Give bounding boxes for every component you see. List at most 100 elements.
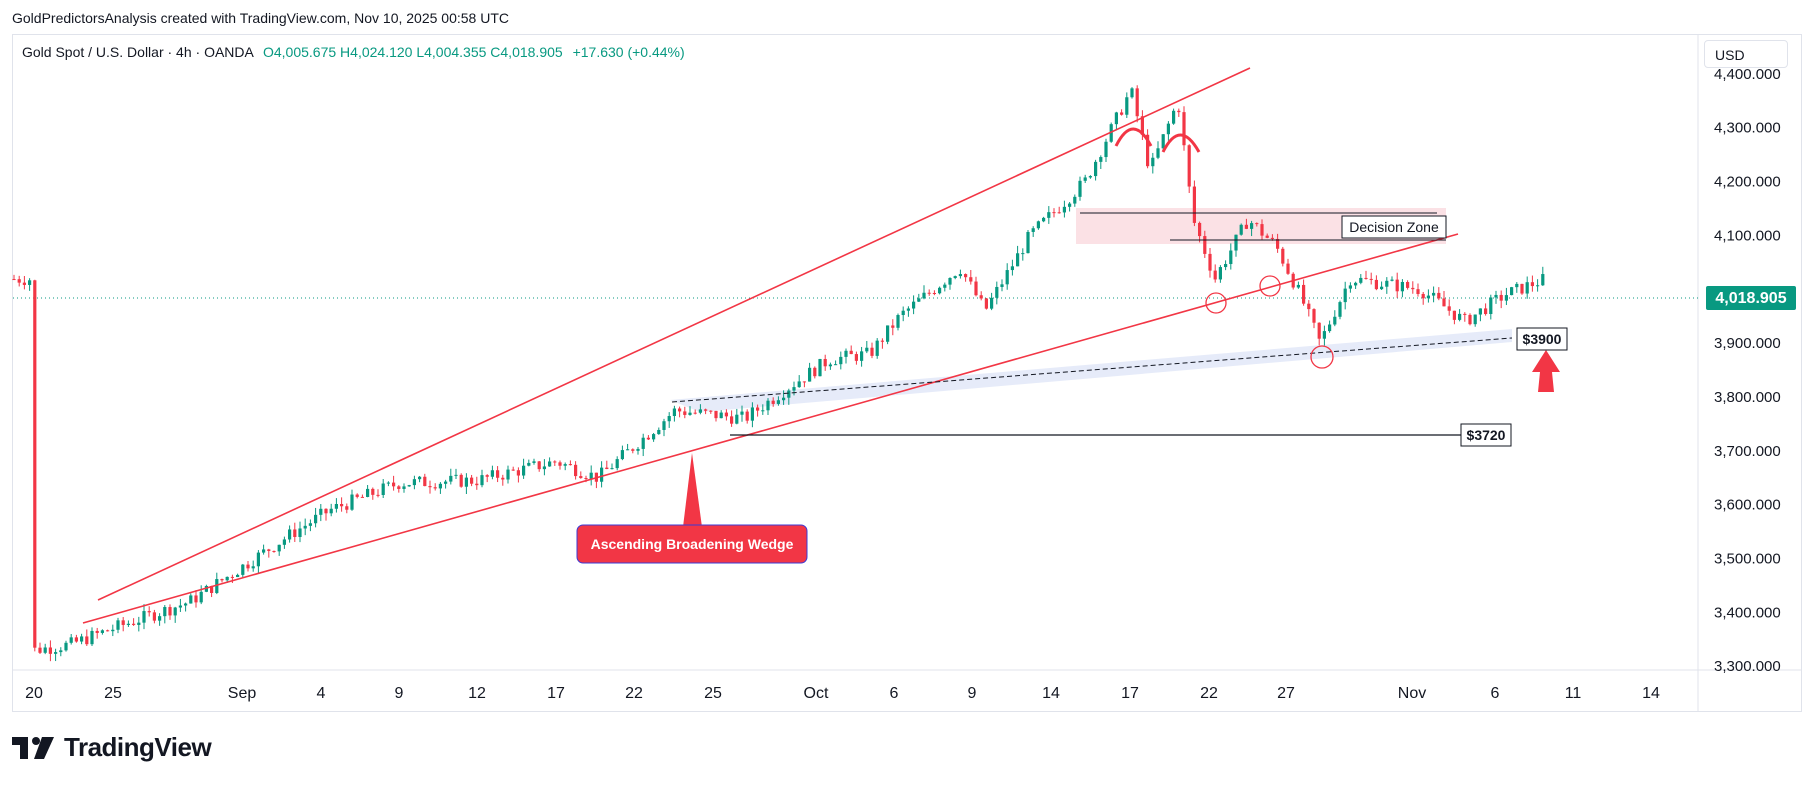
tradingview-logo[interactable]: TradingView xyxy=(12,732,212,763)
candle-down xyxy=(974,281,978,296)
candle-up xyxy=(256,552,260,567)
decision-zone-label: Decision Zone xyxy=(1349,219,1439,235)
candle-up xyxy=(1385,280,1389,287)
candle-down xyxy=(984,298,988,309)
candle-down xyxy=(1406,281,1410,288)
decision-zone-label-box[interactable] xyxy=(1341,215,1447,239)
candle-down xyxy=(1260,224,1264,236)
candle-up xyxy=(454,474,458,476)
symbol-name[interactable]: Gold Spot / U.S. Dollar · 4h · OANDA xyxy=(22,44,254,60)
candle-up xyxy=(236,574,240,578)
candle-up xyxy=(1224,264,1228,268)
candle-down xyxy=(459,474,463,487)
candle-up xyxy=(906,308,910,311)
candle-up xyxy=(1156,148,1160,158)
candle-up xyxy=(672,408,676,417)
candle-up xyxy=(1031,228,1035,232)
candle-up xyxy=(464,477,468,487)
candle-up xyxy=(875,340,879,356)
candle-down xyxy=(397,486,401,489)
candle-up xyxy=(402,486,406,489)
pattern-label-box[interactable] xyxy=(576,524,808,564)
price-axis[interactable]: 4,400.000 4,300.000 4,200.000 4,100.000 3,90… xyxy=(1714,66,1781,675)
candle-down xyxy=(501,477,505,480)
candle-down xyxy=(854,354,858,361)
candle-down xyxy=(1187,145,1191,187)
candle-down xyxy=(376,494,380,496)
candle-up xyxy=(662,421,666,430)
candle-down xyxy=(1146,134,1150,167)
retest-circle-1 xyxy=(1205,292,1227,314)
candle-up xyxy=(1125,97,1129,115)
time-tick-label: Nov xyxy=(1398,685,1426,702)
candle-up xyxy=(527,462,531,466)
candle-down xyxy=(516,470,520,476)
candle-down xyxy=(964,274,968,278)
last-price-badge[interactable] xyxy=(1706,286,1796,310)
candle-up xyxy=(735,414,739,424)
currency-button[interactable]: USD xyxy=(1704,40,1788,68)
candle-up xyxy=(90,630,94,645)
candle-down xyxy=(584,478,588,480)
candle-up xyxy=(142,611,146,623)
candle-up xyxy=(126,623,130,625)
candle-up xyxy=(69,637,73,643)
candle-down xyxy=(511,469,515,471)
candle-up xyxy=(943,284,947,288)
candle-down xyxy=(293,529,297,537)
time-tick-label: 14 xyxy=(1042,685,1060,702)
symbol-legend: Gold Spot / U.S. Dollar · 4h · OANDA O4,… xyxy=(22,44,685,60)
candle-up xyxy=(262,549,266,553)
double-top-arc-right xyxy=(1161,133,1201,153)
candle-down xyxy=(1302,284,1306,304)
candle-up xyxy=(506,469,510,480)
candle-up xyxy=(1494,294,1498,298)
candlesticks xyxy=(12,85,1545,662)
candle-up xyxy=(1161,134,1165,149)
price-tick-label: 3,600.000 xyxy=(1714,497,1781,514)
support-3900-dashed-line[interactable] xyxy=(671,337,1513,403)
price-tick-label: 3,400.000 xyxy=(1714,604,1781,621)
candle-up xyxy=(1515,283,1519,288)
candle-up xyxy=(750,407,754,421)
candle-down xyxy=(683,411,687,415)
candle-up xyxy=(641,437,645,449)
candle-up xyxy=(1234,234,1238,251)
candle-up xyxy=(844,350,848,357)
candle-down xyxy=(48,647,52,654)
candle-up xyxy=(314,514,318,524)
candle-up xyxy=(199,591,203,603)
candle-up xyxy=(1026,231,1030,254)
candle-down xyxy=(147,611,151,613)
candle-down xyxy=(1463,313,1467,315)
candle-up xyxy=(225,576,229,581)
wedge-upper-line[interactable] xyxy=(97,67,1251,601)
candle-down xyxy=(646,437,650,440)
candle-up xyxy=(995,286,999,298)
candle-down xyxy=(194,595,198,603)
candle-up xyxy=(917,298,921,302)
candle-up xyxy=(610,468,614,470)
candle-up xyxy=(901,310,905,316)
time-tick-label: 4 xyxy=(317,685,326,702)
candle-up xyxy=(600,467,604,482)
candle-down xyxy=(1452,310,1456,320)
candle-down xyxy=(730,416,734,424)
candle-down xyxy=(724,412,728,417)
wedge-lower-line[interactable] xyxy=(82,233,1459,624)
support-3900-label-box[interactable] xyxy=(1516,327,1568,351)
candle-down xyxy=(1530,282,1534,287)
candle-down xyxy=(1442,298,1446,307)
candle-down xyxy=(771,400,775,404)
candle-down xyxy=(568,464,572,466)
time-axis[interactable]: 20 25 Sep 4 9 12 17 22 25 Oct 6 9 14 17 22 27 Nov 6 11 14 xyxy=(25,685,1660,702)
support-3720-label-box[interactable] xyxy=(1460,423,1512,447)
candle-up xyxy=(1114,112,1118,125)
candle-up xyxy=(1047,212,1051,218)
candle-up xyxy=(329,508,333,514)
candle-up xyxy=(1510,287,1514,296)
chart-frame xyxy=(12,34,1802,712)
time-tick-label: 25 xyxy=(104,685,122,702)
candle-up xyxy=(839,356,843,365)
